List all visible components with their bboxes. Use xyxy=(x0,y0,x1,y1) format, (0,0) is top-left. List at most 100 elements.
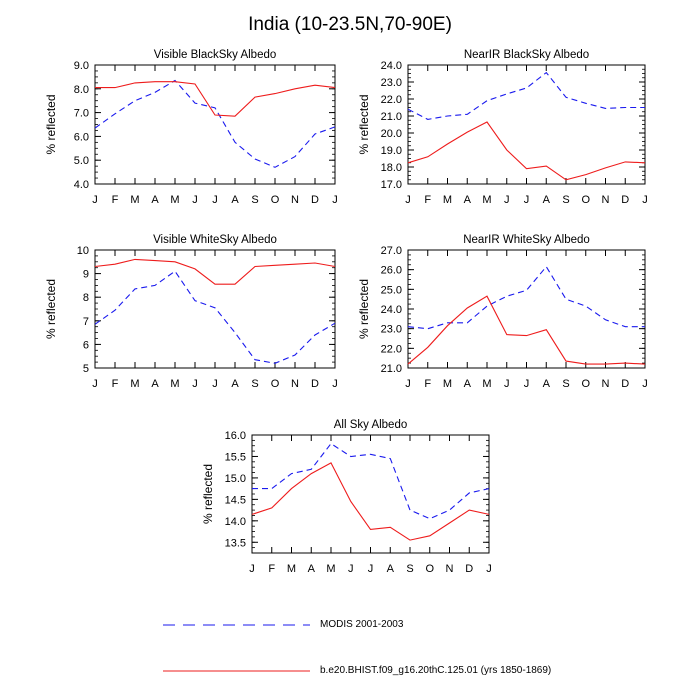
y-tick-label: 15.0 xyxy=(225,473,246,485)
legend-item-model: b.e20.BHIST.f09_g16.20thC.125.01 (yrs 18… xyxy=(160,662,680,682)
x-tick-label: J xyxy=(642,378,648,390)
x-tick-label: J xyxy=(249,563,255,575)
x-tick-label: O xyxy=(581,378,590,390)
x-tick-label: A xyxy=(543,194,551,206)
x-tick-label: J xyxy=(212,194,218,206)
x-tick-label: J xyxy=(504,194,510,206)
y-tick-label: 16.0 xyxy=(225,430,246,442)
y-tick-label: 9 xyxy=(83,269,89,281)
x-tick-label: J xyxy=(212,378,218,390)
y-tick-label: 22.0 xyxy=(381,94,402,106)
y-tick-label: 26.0 xyxy=(381,265,402,277)
x-tick-label: D xyxy=(465,563,473,575)
panel-visible-blacksky: Visible BlackSky Albedo 4.0 5.0 6.0 7.0 8.0 9.… xyxy=(44,49,338,206)
y-tick-label: 5 xyxy=(83,363,89,375)
y-axis-label: % reflected xyxy=(357,279,371,339)
y-tick-label: 7 xyxy=(83,316,89,328)
x-tick-label: J xyxy=(92,194,98,206)
panel-title: Visible WhiteSky Albedo xyxy=(153,234,277,246)
y-tick-label: 4.0 xyxy=(74,179,89,191)
x-tick-label: M xyxy=(482,378,491,390)
x-tick-label: M xyxy=(443,378,452,390)
x-tick-label: D xyxy=(621,378,629,390)
y-tick-label: 8 xyxy=(83,292,89,304)
x-tick-label: O xyxy=(425,563,434,575)
x-tick-label: D xyxy=(311,194,319,206)
y-tick-label: 5.0 xyxy=(74,155,89,167)
x-tick-label: J xyxy=(405,194,411,206)
x-tick-label: J xyxy=(348,563,354,575)
x-tick-label: S xyxy=(562,378,569,390)
series-line-model xyxy=(251,462,490,541)
x-tick-label: O xyxy=(271,378,280,390)
y-tick-label: 14.5 xyxy=(225,494,246,506)
x-tick-label: M xyxy=(482,194,491,206)
x-tick-label: A xyxy=(464,378,472,390)
legend-item-modis: MODIS 2001-2003 xyxy=(160,616,680,636)
x-tick-label: S xyxy=(251,194,258,206)
x-tick-label: S xyxy=(562,194,569,206)
x-tick-label: A xyxy=(231,378,239,390)
x-tick-label: A xyxy=(151,194,159,206)
x-tick-label: N xyxy=(446,563,454,575)
series-line-model xyxy=(94,258,336,285)
x-tick-label: J xyxy=(504,378,510,390)
plot-frame xyxy=(407,249,646,369)
plot-frame xyxy=(94,64,336,185)
series-line-modis xyxy=(252,442,490,520)
x-tick-label: J xyxy=(192,378,198,390)
series-line-model xyxy=(407,121,646,181)
legend-label-modis: MODIS 2001-2003 xyxy=(320,619,404,630)
x-tick-label: F xyxy=(112,378,119,390)
y-axis-label: % reflected xyxy=(44,94,58,154)
x-tick-label: M xyxy=(130,378,139,390)
y-tick-label: 7.0 xyxy=(74,108,89,120)
legend-swatch-modis xyxy=(163,624,310,626)
series-line-model xyxy=(407,295,646,365)
y-tick-label: 17.0 xyxy=(381,179,402,191)
y-tick-label: 25.0 xyxy=(381,284,402,296)
x-tick-label: J xyxy=(524,194,530,206)
x-tick-label: N xyxy=(602,194,610,206)
x-tick-label: F xyxy=(268,563,275,575)
x-tick-label: J xyxy=(486,563,492,575)
series-line-modis xyxy=(94,79,336,168)
y-tick-label: 15.5 xyxy=(225,451,246,463)
x-tick-label: M xyxy=(326,563,335,575)
panel-nearir-whitesky: NearIR WhiteSky Albedo 21.0 22.0 23.0 24.0 25… xyxy=(357,234,648,390)
x-tick-label: A xyxy=(151,378,159,390)
panel-title: NearIR WhiteSky Albedo xyxy=(463,234,590,246)
x-tick-label: M xyxy=(170,378,179,390)
y-tick-label: 10 xyxy=(77,245,89,257)
x-tick-label: N xyxy=(291,194,299,206)
panel-all-sky: All Sky Albedo 13.5 14.0 14.5 15.0 15.5 16.0 J F… xyxy=(201,419,492,575)
legend-swatch-model xyxy=(163,670,310,672)
x-tick-label: O xyxy=(581,194,590,206)
x-tick-label: D xyxy=(621,194,629,206)
y-tick-label: 21.0 xyxy=(381,363,402,375)
y-tick-label: 13.5 xyxy=(225,537,246,549)
x-tick-label: J xyxy=(405,378,411,390)
x-tick-label: J xyxy=(642,194,648,206)
y-tick-label: 24.0 xyxy=(381,304,402,316)
x-tick-label: O xyxy=(271,194,280,206)
x-tick-label: J xyxy=(524,378,530,390)
y-tick-label: 21.0 xyxy=(381,111,402,123)
x-tick-label: D xyxy=(311,378,319,390)
x-tick-label: J xyxy=(368,563,374,575)
x-tick-label: S xyxy=(251,378,258,390)
y-tick-label: 14.0 xyxy=(225,516,246,528)
x-tick-label: A xyxy=(231,194,239,206)
x-tick-label: M xyxy=(130,194,139,206)
x-tick-label: N xyxy=(291,378,299,390)
x-tick-label: M xyxy=(170,194,179,206)
page-title: India (10-23.5N,70-90E) xyxy=(248,14,452,35)
y-tick-label: 19.0 xyxy=(381,145,402,157)
series-line-model xyxy=(95,81,336,117)
panel-title: Visible BlackSky Albedo xyxy=(154,49,277,61)
panel-title: NearIR BlackSky Albedo xyxy=(464,49,589,61)
x-tick-label: J xyxy=(92,378,98,390)
y-tick-label: 18.0 xyxy=(381,162,402,174)
y-axis-label: % reflected xyxy=(357,94,371,154)
